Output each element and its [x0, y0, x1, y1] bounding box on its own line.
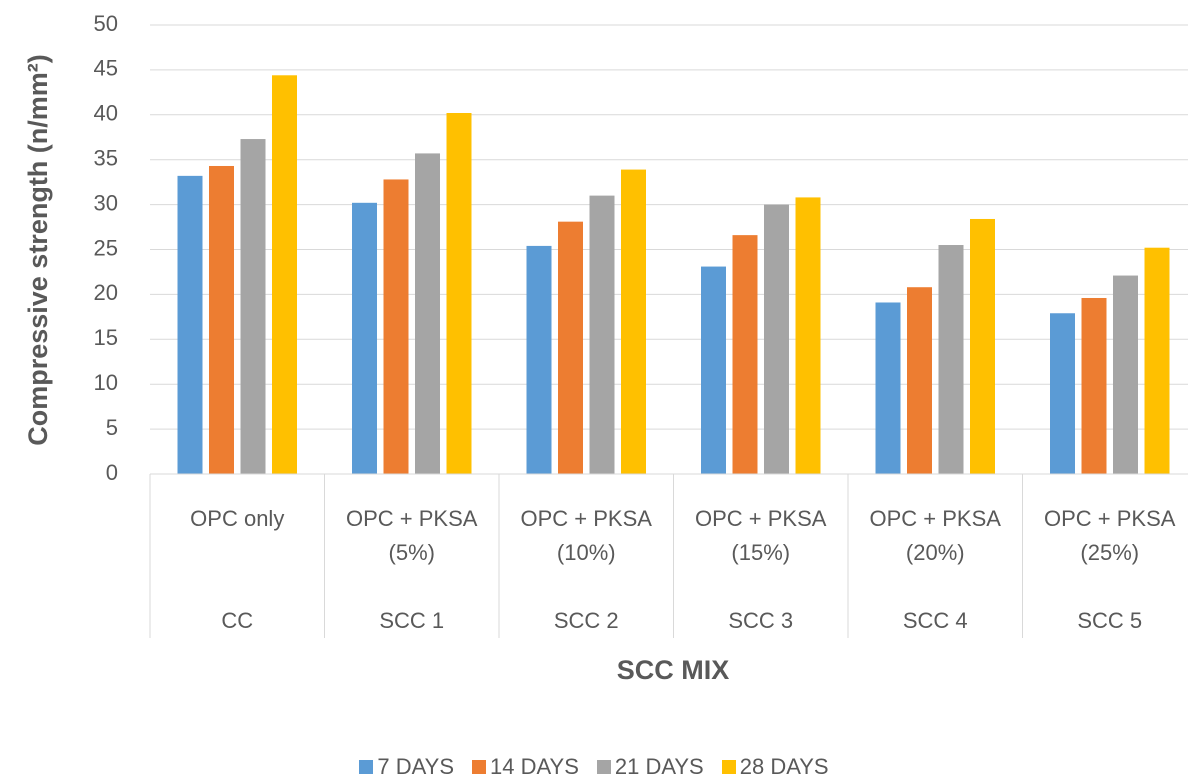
x-group-label: SCC 4 — [902, 608, 968, 633]
bar — [526, 245, 552, 474]
x-tick-label: OPC + PKSA (20%) — [869, 506, 1001, 565]
bar — [621, 169, 646, 474]
bar — [1144, 247, 1170, 474]
legend: 7 DAYS 14 DAYS 21 DAYS 28 DAYS — [0, 754, 1188, 780]
y-tick-label: 0 — [106, 460, 118, 485]
bar — [177, 175, 203, 474]
bar — [875, 302, 901, 474]
legend-item: 14 DAYS — [472, 754, 579, 780]
bar — [764, 204, 789, 474]
y-tick-label: 50 — [94, 11, 118, 36]
x-group-label: SCC 2 — [553, 608, 619, 633]
legend-item: 21 DAYS — [596, 754, 704, 780]
x-group-label: SCC 3 — [728, 608, 794, 633]
legend-swatch — [359, 760, 374, 774]
y-tick-label: 20 — [94, 280, 118, 305]
bar — [1113, 275, 1138, 474]
y-tick-label: 5 — [106, 415, 118, 440]
x-axis-title: SCC MIX — [617, 655, 730, 685]
bar — [446, 113, 472, 474]
bar — [589, 195, 615, 474]
y-tick-label: 45 — [94, 56, 118, 81]
legend-item: 28 DAYS — [721, 754, 829, 780]
y-tick-label: 35 — [94, 146, 118, 171]
x-tick-label: OPC + PKSA (25%) — [1044, 506, 1176, 565]
legend-swatch — [472, 760, 487, 774]
x-group-label: CC — [221, 608, 254, 633]
legend-label: 21 DAYS — [614, 754, 704, 779]
bar — [240, 139, 266, 474]
y-tick-label: 25 — [94, 235, 118, 260]
legend-label: 28 DAYS — [739, 754, 829, 779]
y-tick-label: 10 — [94, 370, 118, 395]
bar — [352, 202, 377, 474]
bar — [272, 75, 297, 475]
bar — [558, 221, 583, 474]
legend-label: 14 DAYS — [490, 754, 579, 779]
legend-swatch — [596, 760, 611, 774]
bar — [1081, 297, 1107, 474]
legend-item: 7 DAYS — [359, 754, 454, 780]
bar — [701, 266, 726, 474]
y-tick-label: 40 — [94, 101, 118, 126]
bar — [732, 235, 758, 474]
bar — [938, 245, 964, 474]
x-tick-label: OPC + PKSA (10%) — [520, 506, 652, 565]
legend-swatch — [721, 760, 736, 774]
y-tick-label: 30 — [94, 190, 118, 215]
bar — [970, 218, 995, 474]
bar — [1050, 313, 1075, 474]
y-axis-title: Compressive strength (n/mm²) — [23, 54, 53, 446]
bar — [209, 165, 234, 474]
bar — [795, 197, 821, 474]
x-group-label: SCC 5 — [1077, 608, 1143, 633]
x-tick-label: OPC + PKSA (15%) — [695, 506, 827, 565]
y-tick-label: 15 — [94, 325, 118, 350]
bar — [415, 153, 440, 474]
x-tick-label: OPC + PKSA (5%) — [346, 506, 478, 565]
legend-label: 7 DAYS — [377, 754, 455, 779]
bar — [907, 287, 932, 474]
x-group-label: SCC 1 — [379, 608, 445, 633]
x-tick-label: OPC only — [190, 506, 285, 531]
bar — [383, 179, 409, 474]
